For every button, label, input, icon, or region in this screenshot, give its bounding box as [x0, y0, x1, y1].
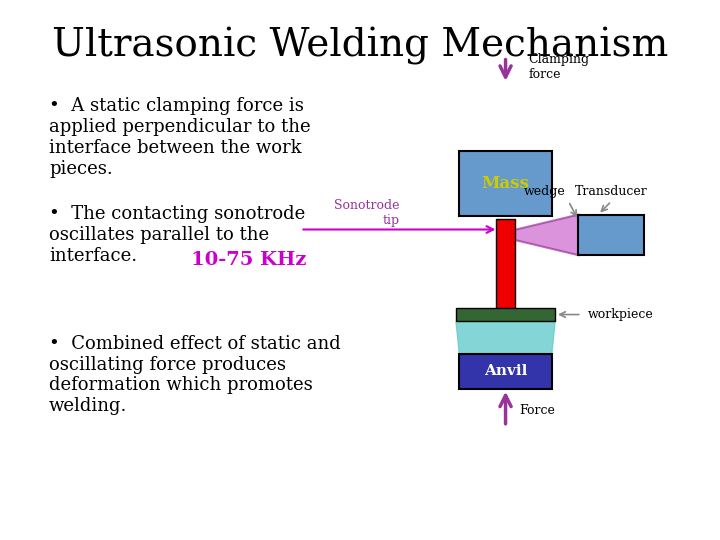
- Text: •  Combined effect of static and
oscillating force produces
deformation which pr: • Combined effect of static and oscillat…: [49, 335, 341, 415]
- Polygon shape: [505, 215, 578, 255]
- Text: Clamping
force: Clamping force: [528, 53, 590, 82]
- Text: •  A static clamping force is
applied perpendicular to the
interface between the: • A static clamping force is applied per…: [49, 97, 310, 178]
- FancyBboxPatch shape: [459, 151, 552, 216]
- Text: Force: Force: [519, 404, 554, 417]
- Text: Anvil: Anvil: [484, 364, 527, 378]
- FancyBboxPatch shape: [456, 308, 555, 321]
- Text: wedge: wedge: [523, 185, 565, 199]
- Text: Transducer: Transducer: [575, 185, 648, 199]
- Text: Mass: Mass: [482, 175, 529, 192]
- Text: •  The contacting sonotrode
oscillates parallel to the
interface.: • The contacting sonotrode oscillates pa…: [49, 205, 305, 265]
- Text: workpiece: workpiece: [588, 308, 654, 321]
- Text: Sonotrode
tip: Sonotrode tip: [334, 199, 400, 227]
- Text: 10-75 KHz: 10-75 KHz: [192, 251, 307, 269]
- Text: Ultrasonic Welding Mechanism: Ultrasonic Welding Mechanism: [52, 27, 668, 65]
- FancyBboxPatch shape: [496, 219, 515, 319]
- Polygon shape: [456, 321, 555, 354]
- FancyBboxPatch shape: [459, 354, 552, 389]
- FancyBboxPatch shape: [578, 215, 644, 255]
